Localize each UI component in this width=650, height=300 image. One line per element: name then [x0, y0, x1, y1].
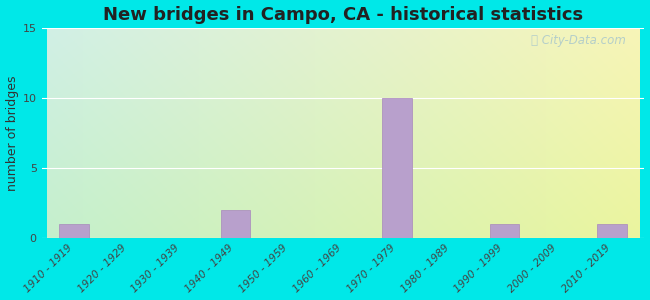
Bar [597, 224, 627, 238]
Bar [489, 224, 519, 238]
Bar [382, 98, 411, 238]
Y-axis label: number of bridges: number of bridges [6, 75, 19, 190]
Text: ⓘ City-Data.com: ⓘ City-Data.com [532, 34, 627, 47]
Title: New bridges in Campo, CA - historical statistics: New bridges in Campo, CA - historical st… [103, 6, 583, 24]
Bar [220, 210, 250, 238]
Bar [59, 224, 88, 238]
